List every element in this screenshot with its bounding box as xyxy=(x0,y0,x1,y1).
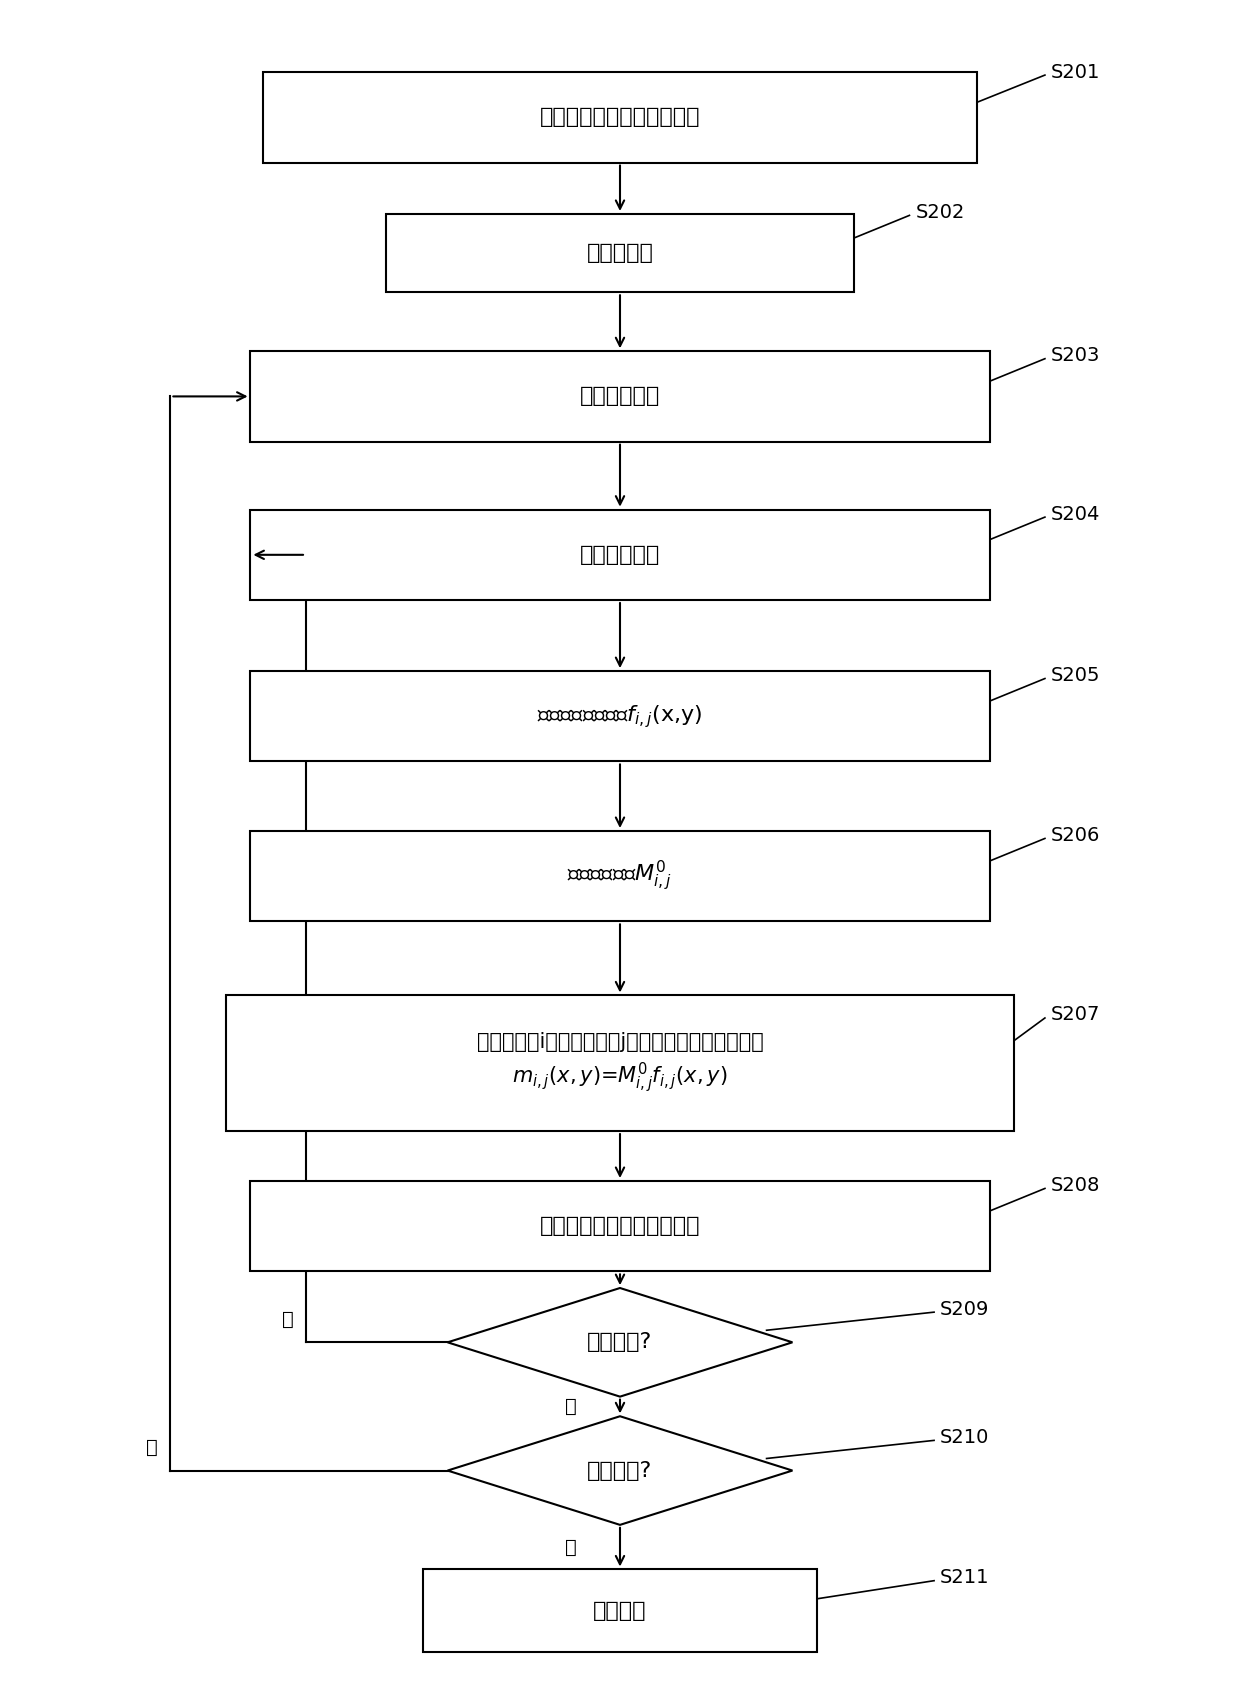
Polygon shape xyxy=(448,1289,792,1397)
Text: 计算空间层i上的预定粒径j的火山灰微粒的质量分布
$m_{i,j}(x,y)$=$M^0_{i,j}f_{i,j}(x,y)$: 计算空间层i上的预定粒径j的火山灰微粒的质量分布 $m_{i,j}(x,y)$=… xyxy=(476,1031,764,1095)
Bar xyxy=(250,1180,990,1272)
Text: S203: S203 xyxy=(1052,346,1100,365)
Bar xyxy=(423,1569,817,1652)
Text: S208: S208 xyxy=(1052,1177,1100,1195)
Text: 输出结果: 输出结果 xyxy=(593,1601,647,1622)
Bar xyxy=(250,509,990,599)
Text: S206: S206 xyxy=(1052,825,1100,846)
Text: 否: 否 xyxy=(281,1311,294,1330)
Text: S201: S201 xyxy=(1052,63,1100,82)
Bar xyxy=(250,351,990,441)
Text: 获取各空间层的风速和风向: 获取各空间层的风速和风向 xyxy=(539,107,701,127)
Bar xyxy=(250,830,990,922)
Text: S202: S202 xyxy=(915,202,965,222)
Text: 划分网格点: 划分网格点 xyxy=(587,243,653,263)
Text: 是: 是 xyxy=(565,1538,577,1557)
Text: S204: S204 xyxy=(1052,504,1100,523)
Text: 计算微粒质量$M^0_{i,j}$: 计算微粒质量$M^0_{i,j}$ xyxy=(568,859,672,893)
Text: S205: S205 xyxy=(1052,666,1101,684)
Text: 循环结束?: 循环结束? xyxy=(588,1333,652,1352)
Text: 按照粒径积分: 按照粒径积分 xyxy=(580,545,660,565)
Text: S209: S209 xyxy=(940,1299,990,1319)
Text: S210: S210 xyxy=(940,1428,990,1447)
Bar xyxy=(386,214,854,292)
Text: 循环结束?: 循环结束? xyxy=(588,1460,652,1481)
Text: 获得各网格点上的沉降质量: 获得各网格点上的沉降质量 xyxy=(539,1216,701,1236)
Bar xyxy=(226,995,1014,1131)
Text: S211: S211 xyxy=(940,1569,990,1588)
Text: 否: 否 xyxy=(146,1438,159,1457)
Bar xyxy=(263,71,977,163)
Text: S207: S207 xyxy=(1052,1005,1100,1024)
Bar xyxy=(250,671,990,761)
Text: 是: 是 xyxy=(565,1397,577,1416)
Polygon shape xyxy=(448,1416,792,1525)
Text: 按照高度积分: 按照高度积分 xyxy=(580,387,660,406)
Text: 计算大气扩散函数$f_{i,j}$(x,y): 计算大气扩散函数$f_{i,j}$(x,y) xyxy=(537,703,703,730)
